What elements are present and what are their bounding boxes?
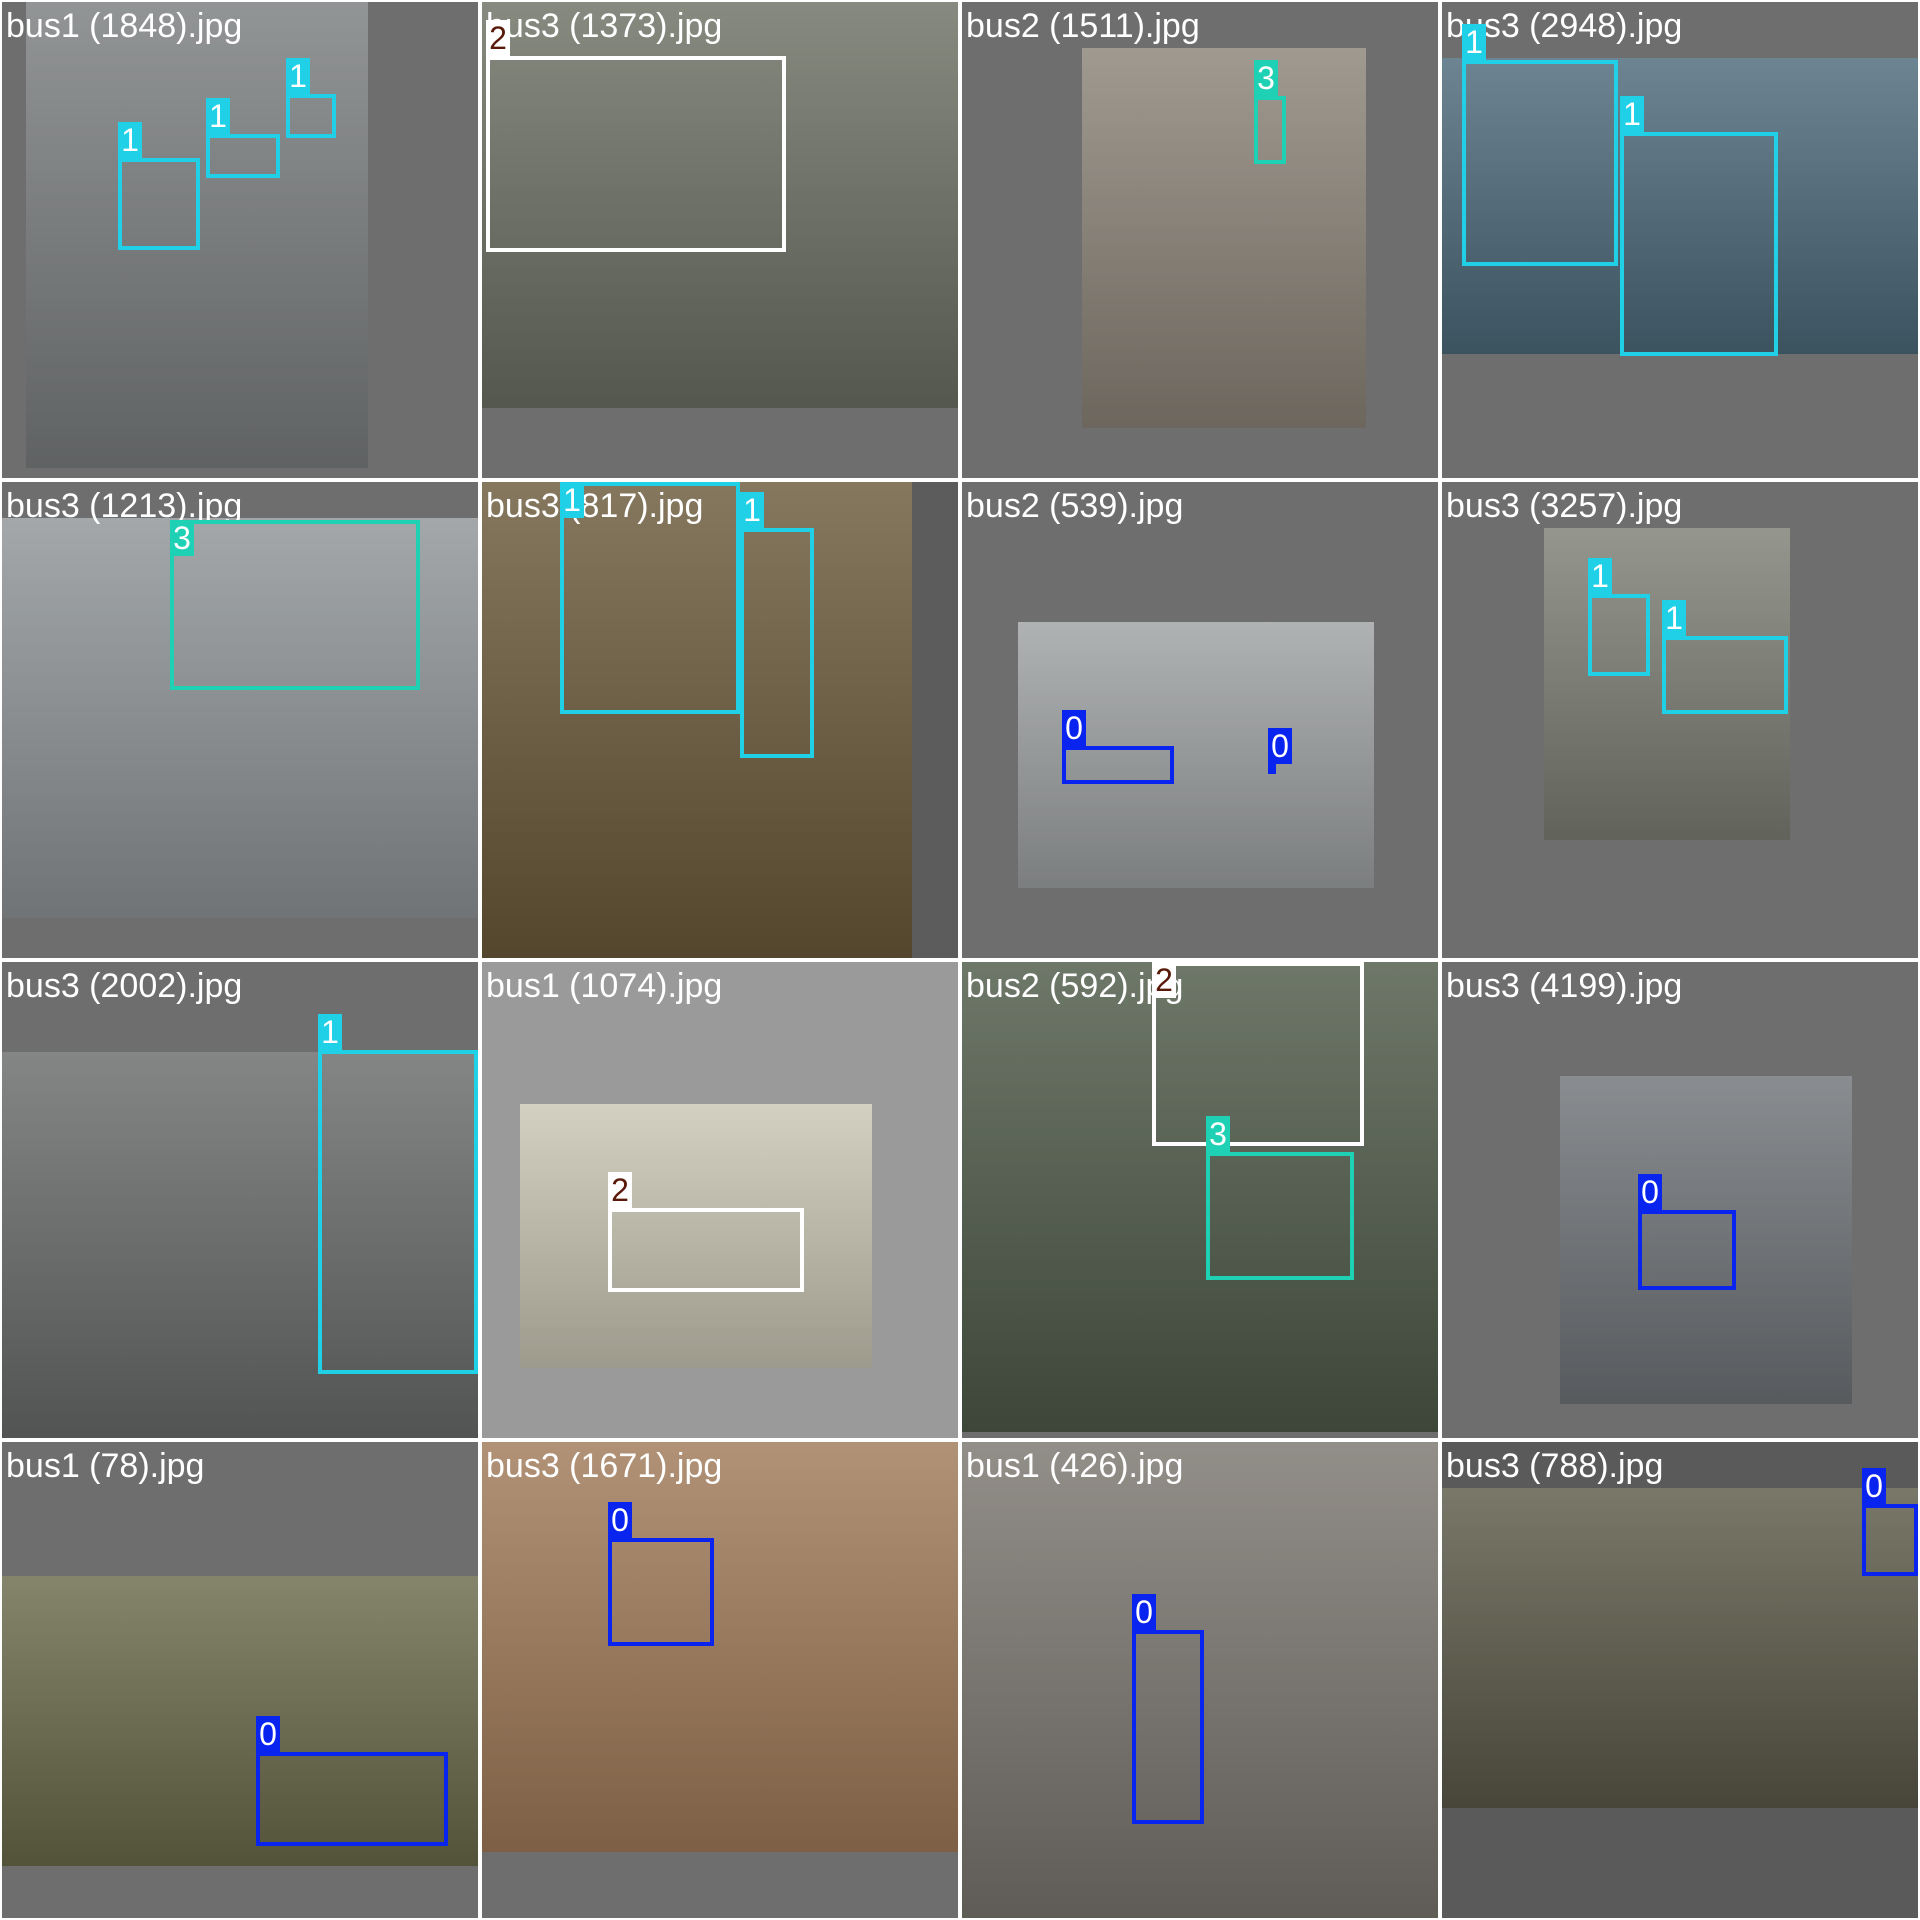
bounding-box: 0 — [1062, 710, 1174, 784]
mosaic-tile: bus2 (592).jpg 2 3 — [962, 962, 1438, 1438]
image-filename: bus1 (1074).jpg — [486, 967, 723, 1005]
bounding-box: 1 — [1462, 24, 1618, 266]
bounding-box: 2 — [1152, 962, 1364, 1146]
class-label: 0 — [1268, 728, 1292, 764]
class-label: 0 — [1862, 1468, 1886, 1504]
bounding-box: 2 — [486, 20, 786, 252]
bounding-box: 1 — [206, 98, 280, 178]
bounding-box: 1 — [560, 482, 740, 714]
bounding-box: 0 — [1638, 1174, 1736, 1290]
image-filename: bus3 (1671).jpg — [486, 1447, 723, 1485]
mosaic-tile: bus2 (539).jpg 0 0 — [962, 482, 1438, 958]
image-filename: bus3 (1373).jpg — [486, 7, 723, 45]
image-filename: bus2 (1511).jpg — [966, 7, 1200, 45]
class-label: 1 — [318, 1014, 342, 1050]
image-filename: bus2 (539).jpg — [966, 487, 1184, 525]
mosaic-tile: bus1 (78).jpg 0 — [2, 1442, 478, 1918]
bounding-box: 0 — [256, 1716, 448, 1846]
image-filename: bus3 (788).jpg — [1446, 1447, 1664, 1485]
photo-thumbnail — [482, 482, 912, 958]
photo-thumbnail — [1442, 58, 1918, 354]
class-label: 3 — [1206, 1116, 1230, 1152]
class-label: 1 — [1620, 96, 1644, 132]
class-label: 1 — [560, 482, 584, 518]
class-label: 0 — [256, 1716, 280, 1752]
bounding-box: 1 — [740, 492, 814, 758]
photo-thumbnail — [1082, 48, 1366, 428]
class-label: 2 — [608, 1172, 632, 1208]
photo-thumbnail — [482, 2, 958, 408]
photo-thumbnail — [1560, 1076, 1852, 1404]
mosaic-tile: bus3 (2002).jpg 1 — [2, 962, 478, 1438]
bounding-box: 1 — [1620, 96, 1778, 356]
mosaic-tile: bus3 (4199).jpg 0 — [1442, 962, 1918, 1438]
bounding-box: 1 — [318, 1014, 478, 1374]
image-filename: bus3 (4199).jpg — [1446, 967, 1683, 1005]
class-label: 0 — [608, 1502, 632, 1538]
class-label: 3 — [170, 520, 194, 556]
class-label: 0 — [1638, 1174, 1662, 1210]
class-label: 1 — [740, 492, 764, 528]
mosaic-tile: bus3 (817).jpg 1 1 — [482, 482, 958, 958]
class-label: 1 — [1662, 600, 1686, 636]
class-label: 1 — [1588, 558, 1612, 594]
bounding-box: 3 — [1206, 1116, 1354, 1280]
image-filename: bus2 (592).jpg — [966, 967, 1184, 1005]
image-filename: bus1 (78).jpg — [6, 1447, 205, 1485]
mosaic-tile: bus1 (426).jpg 0 — [962, 1442, 1438, 1918]
class-label: 3 — [1254, 60, 1278, 96]
mosaic-tile: bus3 (1213).jpg 3 — [2, 482, 478, 958]
image-filename: bus3 (2002).jpg — [6, 967, 243, 1005]
class-label: 1 — [286, 58, 310, 94]
image-filename: bus1 (426).jpg — [966, 1447, 1184, 1485]
bounding-box: 1 — [1662, 600, 1788, 714]
bounding-box: 1 — [118, 122, 200, 250]
mosaic-tile: bus2 (1511).jpg 3 — [962, 2, 1438, 478]
bounding-box: 1 — [286, 58, 336, 138]
photo-thumbnail — [482, 1442, 958, 1852]
image-filename: bus1 (1848).jpg — [6, 7, 243, 45]
mosaic-tile: bus1 (1074).jpg 2 — [482, 962, 958, 1438]
class-label: 1 — [1462, 24, 1486, 60]
class-label: 0 — [1062, 710, 1086, 746]
mosaic-tile: bus3 (3257).jpg 1 1 — [1442, 482, 1918, 958]
class-label: 1 — [206, 98, 230, 134]
bounding-box: 0 — [608, 1502, 714, 1646]
class-label: 1 — [118, 122, 142, 158]
photo-thumbnail — [1544, 528, 1790, 840]
bounding-box: 2 — [608, 1172, 804, 1292]
photo-thumbnail — [520, 1104, 872, 1368]
photo-thumbnail — [2, 518, 478, 918]
image-filename: bus3 (3257).jpg — [1446, 487, 1683, 525]
mosaic-tile: bus1 (1848).jpg 1 1 1 — [2, 2, 478, 478]
bounding-box: 0 — [1132, 1594, 1204, 1824]
photo-thumbnail — [1442, 1488, 1918, 1808]
mosaic-tile: bus3 (788).jpg 0 — [1442, 1442, 1918, 1918]
mosaic-tile: bus3 (2948).jpg 1 1 — [1442, 2, 1918, 478]
bounding-box: 1 — [1588, 558, 1650, 676]
mosaic-tile: bus3 (1671).jpg 0 — [482, 1442, 958, 1918]
bounding-box: 0 — [1268, 728, 1292, 774]
bounding-box: 0 — [1862, 1468, 1918, 1576]
class-label: 2 — [486, 20, 510, 56]
bounding-box: 3 — [170, 520, 420, 690]
class-label: 2 — [1152, 962, 1176, 998]
bounding-box: 3 — [1254, 60, 1286, 164]
mosaic-tile: bus3 (1373).jpg 2 — [482, 2, 958, 478]
image-filename: bus3 (1213).jpg — [6, 487, 243, 525]
class-label: 0 — [1132, 1594, 1156, 1630]
photo-thumbnail — [2, 1576, 478, 1866]
photo-thumbnail — [1018, 622, 1374, 888]
image-filename: bus3 (817).jpg — [486, 487, 704, 525]
photo-thumbnail — [962, 962, 1438, 1432]
